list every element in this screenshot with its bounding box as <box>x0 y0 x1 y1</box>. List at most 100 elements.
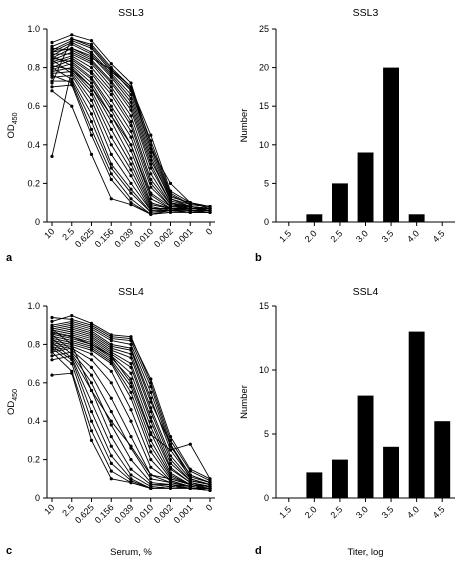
y-tick-label: 0.6 <box>27 378 40 388</box>
panel-d: SSL4 0 5 10 15 Number 1.5 2.0 2.5 3.0 3.5 4.0 4.5 Tit… <box>239 286 455 558</box>
bar <box>306 214 323 222</box>
data-point <box>89 98 94 102</box>
y-tick-label: 25 <box>259 24 269 34</box>
data-point <box>129 444 133 448</box>
x-tick-label: 0.010 <box>132 502 155 525</box>
chart-title: SSL4 <box>118 286 144 298</box>
y-tick-label: 10 <box>259 365 269 375</box>
data-point <box>168 189 173 193</box>
data-point <box>89 104 94 108</box>
y-tick-label: 5 <box>264 429 269 439</box>
data-point <box>149 438 153 442</box>
data-point <box>50 327 54 331</box>
data-point <box>50 337 54 341</box>
data-point <box>89 71 94 75</box>
data-point <box>129 356 133 360</box>
data-point <box>168 461 173 465</box>
chart-title: SSL4 <box>353 286 379 298</box>
y-tick-label: 10 <box>259 140 269 150</box>
data-point <box>168 486 173 490</box>
data-point <box>149 477 153 481</box>
data-point <box>70 358 74 362</box>
bar <box>383 446 399 498</box>
x-axis-label: Titer, log <box>347 547 383 558</box>
data-point <box>149 147 153 151</box>
data-point <box>168 467 173 471</box>
data-point <box>208 477 212 481</box>
bar <box>434 421 451 498</box>
data-point <box>129 81 133 85</box>
data-point <box>89 419 94 423</box>
x-tick-label: 0.039 <box>112 226 135 249</box>
data-point <box>70 335 74 339</box>
data-point <box>89 120 94 124</box>
data-point <box>70 37 74 41</box>
panel-letter: a <box>6 252 13 264</box>
data-point <box>168 477 173 481</box>
data-point <box>109 339 113 343</box>
data-point <box>109 354 113 358</box>
x-axis-label: Serum, % <box>110 547 152 558</box>
data-point <box>149 400 153 404</box>
data-point <box>89 352 94 356</box>
data-point <box>109 85 113 89</box>
data-point <box>109 197 113 201</box>
bar <box>332 459 348 498</box>
data-point <box>109 62 113 66</box>
data-point <box>188 442 192 446</box>
data-point <box>89 93 94 97</box>
data-point <box>129 362 133 366</box>
data-point <box>188 208 192 212</box>
data-point <box>168 197 173 201</box>
data-point <box>89 381 94 385</box>
data-point <box>149 385 153 389</box>
data-point <box>149 465 153 469</box>
data-point <box>149 185 153 189</box>
data-point <box>149 390 153 394</box>
y-tick-label: 20 <box>259 63 269 73</box>
x-tick-label: 0.039 <box>112 502 135 525</box>
data-point <box>129 108 133 112</box>
data-point <box>89 85 94 89</box>
y-axis-label: OD450 <box>6 112 19 138</box>
data-point <box>109 477 113 481</box>
data-point <box>129 197 133 201</box>
data-point <box>109 93 113 97</box>
data-point <box>129 419 133 423</box>
data-point <box>109 67 113 72</box>
data-point <box>149 212 153 216</box>
data-point <box>89 348 94 352</box>
data-point <box>129 181 133 185</box>
bar <box>408 214 425 222</box>
data-point <box>109 469 113 473</box>
data-point <box>129 481 133 485</box>
data-point <box>50 40 54 45</box>
data-point <box>70 83 74 87</box>
x-tick-label: 0.156 <box>93 226 116 249</box>
y-tick-label: 0.2 <box>27 455 40 465</box>
data-point <box>168 448 173 452</box>
data-point <box>129 187 133 191</box>
data-point <box>89 81 94 85</box>
x-tick-label: 0.625 <box>73 502 96 525</box>
x-tick-label: 2.5 <box>60 502 76 518</box>
data-point <box>89 127 94 131</box>
x-tick-label: 3.5 <box>380 504 396 520</box>
data-point <box>109 435 113 439</box>
y-tick-label: 0.6 <box>27 101 40 111</box>
data-point <box>188 486 192 490</box>
data-point <box>109 172 113 176</box>
data-point <box>89 400 94 404</box>
data-point <box>89 438 94 442</box>
data-point <box>109 396 113 400</box>
y-tick-label: 15 <box>259 301 269 311</box>
data-point <box>50 340 54 345</box>
y-tick-label: 0 <box>264 217 269 227</box>
data-point <box>149 433 153 437</box>
data-point <box>70 371 74 375</box>
data-point <box>149 410 153 414</box>
data-point <box>129 174 133 178</box>
y-axis-label: Number <box>239 385 250 419</box>
data-point <box>109 454 113 458</box>
